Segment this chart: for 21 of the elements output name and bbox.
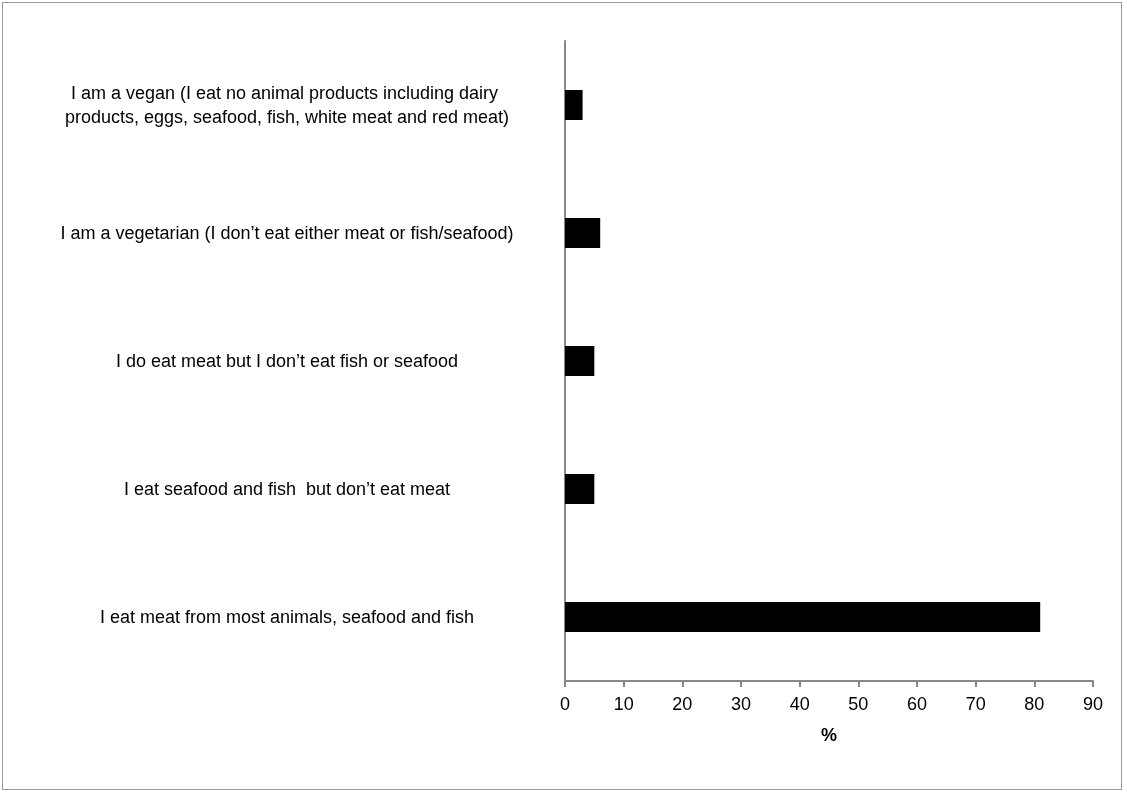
- x-tick-label: 60: [906, 694, 928, 714]
- x-tick-label: 50: [848, 694, 869, 714]
- bar: [565, 90, 583, 120]
- bar: [565, 602, 1041, 632]
- x-tick-label: 0: [559, 694, 571, 714]
- x-tick-label: 30: [730, 694, 752, 714]
- x-tick-label: 90: [1082, 694, 1104, 714]
- x-tick-label: 20: [672, 694, 693, 714]
- x-tick-label: 40: [789, 694, 810, 714]
- x-axis-title: %: [820, 725, 838, 745]
- bar: [565, 346, 595, 376]
- bar: [565, 218, 601, 248]
- y-tick-label: I do eat meat but I don’t eat fish or seafood: [115, 351, 459, 371]
- x-tick-label: 70: [965, 694, 986, 714]
- bar: [565, 474, 595, 504]
- x-tick-label: 80: [1024, 694, 1045, 714]
- y-tick-label: I am a vegetarian (I don’t eat either meat or fish/seafood): [60, 223, 514, 243]
- y-tick-label: I eat seafood and fish but don’t eat meat: [123, 479, 451, 499]
- y-tick-label: I am a vegan (I eat no animal products including dairy products, eggs, seafood, fish, white meat and red meat): [64, 83, 510, 127]
- y-tick-label: I eat meat from most animals, seafood and fish: [99, 607, 475, 627]
- x-tick-label: 10: [613, 694, 634, 714]
